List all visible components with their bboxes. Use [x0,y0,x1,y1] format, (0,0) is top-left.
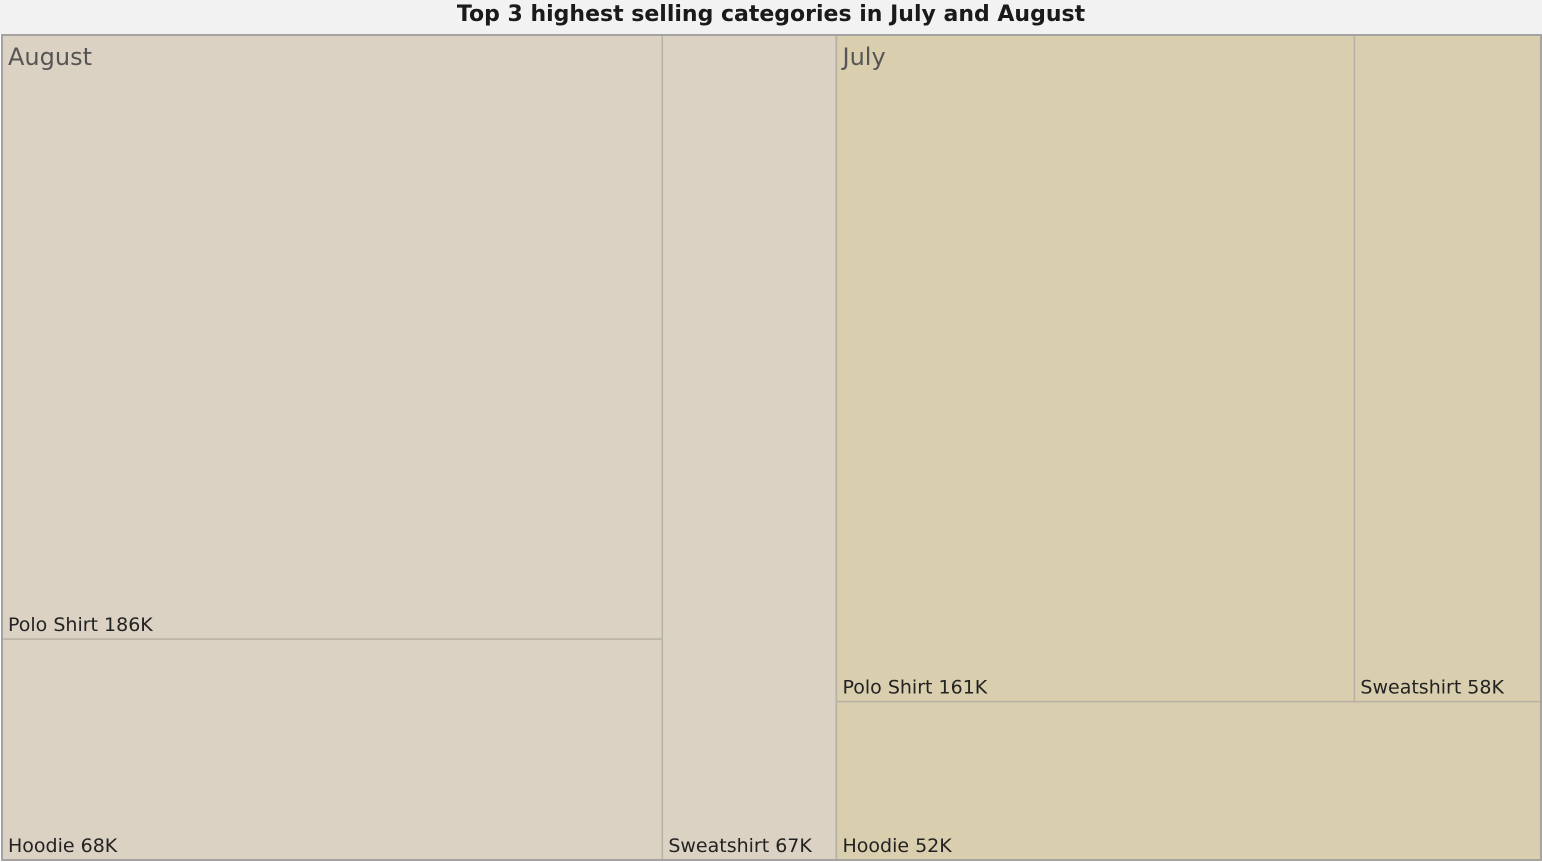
tile-label-august-polo-shirt: Polo Shirt 186K [8,614,153,636]
tile-august-sweatshirt[interactable] [661,34,838,861]
tile-label-july-hoodie: Hoodie 52K [842,835,952,857]
title-bar [0,0,1542,34]
tile-july-polo-shirt[interactable] [835,34,1356,703]
tile-august-polo-shirt[interactable] [1,34,664,640]
tile-august-hoodie[interactable] [1,638,664,861]
tile-label-july-sweatshirt: Sweatshirt 58K [1360,677,1504,699]
tile-label-august-sweatshirt: Sweatshirt 67K [668,835,812,857]
plot-frame [1,34,1542,861]
group-label-august: August [8,43,92,71]
group-label-july: July [840,43,885,71]
tile-july-hoodie[interactable] [835,700,1542,861]
tile-label-august-hoodie: Hoodie 68K [8,835,118,857]
chart-title: Top 3 highest selling categories in July… [456,2,1086,27]
tile-label-july-polo-shirt: Polo Shirt 161K [842,677,987,699]
tile-july-sweatshirt[interactable] [1353,34,1542,703]
